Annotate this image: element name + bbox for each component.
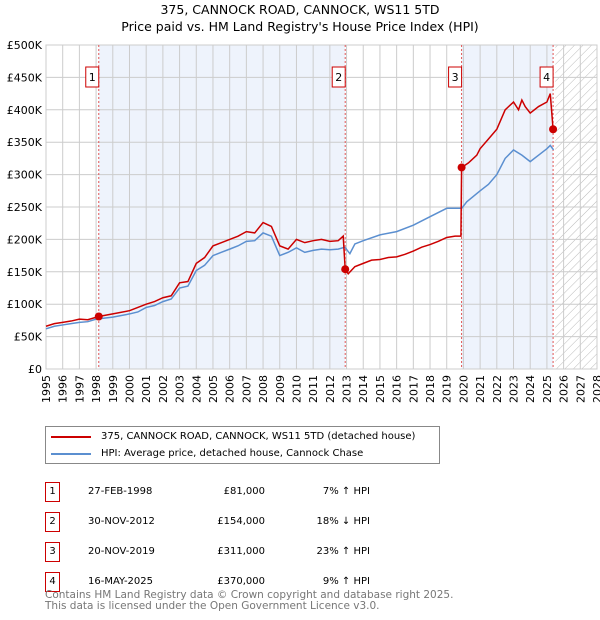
x-tick-label: 1999 [107, 375, 120, 403]
x-tick-label: 2006 [224, 375, 237, 403]
table-row: 2 30-NOV-2012 £154,000 18% ↓ HPI [45, 512, 445, 532]
x-tick-label: 2001 [140, 375, 153, 403]
x-tick-label: 2027 [574, 375, 587, 403]
sale-date: 16-MAY-2025 [88, 576, 154, 587]
y-tick-label: £200K [7, 233, 43, 246]
hpi-change: 23% ↑ HPI [316, 546, 370, 557]
sale-marker-badge: 4 [45, 572, 60, 592]
table-row: 3 20-NOV-2019 £311,000 23% ↑ HPI [45, 542, 445, 562]
plot-frame [45, 44, 598, 370]
y-tick-label: £350K [7, 136, 43, 149]
sale-point [457, 163, 466, 172]
legend-line-blue [51, 452, 91, 455]
sale-price: £81,000 [223, 486, 265, 497]
sale-marker-box [85, 66, 100, 88]
y-tick-label: £0 [28, 363, 42, 376]
x-tick-label: 2018 [424, 375, 437, 403]
footer-line: This data is licensed under the Open Gov… [45, 600, 380, 612]
x-tick-label: 2000 [123, 375, 136, 403]
sale-marker-label: 1 [89, 71, 96, 84]
x-tick-label: 2025 [541, 375, 554, 403]
price-chart: 1995 1996 1997 1998 1999 2000 2001 2002 2003 2004… [7, 39, 600, 403]
sale-date: 30-NOV-2012 [88, 516, 155, 527]
sale-marker-badge: 2 [45, 512, 60, 532]
legend-line-red [51, 435, 91, 438]
x-tick-label: 1997 [73, 375, 86, 403]
sale-marker-box [331, 66, 346, 88]
sale-marker-box [448, 66, 463, 88]
sale-marker-badge: 3 [45, 542, 60, 562]
sale-marker-badge: 1 [45, 482, 60, 502]
sale-price: £311,000 [217, 546, 265, 557]
x-tick-label: 2016 [391, 375, 404, 403]
x-tick-label: 2021 [474, 375, 487, 403]
series-line [45, 93, 554, 327]
legend-item-property: 375, CANNOCK ROAD, CANNOCK, WS11 5TD (de… [51, 431, 415, 442]
sale-price: £370,000 [217, 576, 265, 587]
x-tick-label: 2013 [341, 375, 354, 403]
legend-label: HPI: Average price, detached house, Cann… [101, 448, 364, 459]
sale-marker-label: 2 [335, 71, 342, 84]
sale-marker-box [539, 66, 554, 88]
hpi-change: 7% ↑ HPI [322, 486, 370, 497]
sale-point [94, 312, 103, 321]
x-tick-label: 1995 [40, 375, 53, 403]
footer: Contains HM Land Registry data © Crown c… [45, 590, 453, 612]
y-tick-label: £450K [7, 71, 43, 84]
legend-item-hpi: HPI: Average price, detached house, Cann… [51, 448, 363, 459]
hpi-change: 18% ↓ HPI [316, 516, 370, 527]
legend: 375, CANNOCK ROAD, CANNOCK, WS11 5TD (de… [45, 426, 440, 464]
series-line [45, 144, 555, 330]
x-tick-label: 2004 [190, 375, 203, 403]
y-tick-label: £150K [7, 266, 43, 279]
sale-date: 27-FEB-1998 [88, 486, 153, 497]
x-tick-label: 2003 [174, 375, 187, 403]
y-tick-label: £100K [7, 298, 43, 311]
y-tick-label: £250K [7, 201, 43, 214]
y-tick-label: £300K [7, 169, 43, 182]
x-tick-label: 2014 [357, 375, 370, 403]
x-tick-label: 2017 [407, 375, 420, 403]
x-tick-label: 2007 [240, 375, 253, 403]
x-tick-label: 1998 [90, 375, 103, 403]
y-tick-label: £400K [7, 104, 43, 117]
x-tick-label: 2028 [591, 375, 600, 403]
x-tick-label: 1996 [57, 375, 70, 403]
x-tick-label: 2008 [257, 375, 270, 403]
sale-point [341, 265, 350, 274]
y-tick-label: £500K [7, 39, 43, 52]
footer-line: Contains HM Land Registry data © Crown c… [45, 589, 454, 601]
sale-point [549, 125, 558, 134]
x-tick-label: 2002 [157, 375, 170, 403]
x-tick-label: 2026 [558, 375, 571, 403]
table-row: 4 16-MAY-2025 £370,000 9% ↑ HPI [45, 572, 445, 592]
x-tick-label: 2009 [274, 375, 287, 403]
chart-title: 375, CANNOCK ROAD, CANNOCK, WS11 5TD [160, 2, 440, 17]
x-tick-label: 2005 [207, 375, 220, 403]
x-tick-label: 2011 [307, 375, 320, 403]
x-tick-label: 2023 [508, 375, 521, 403]
x-tick-label: 2019 [441, 375, 454, 403]
x-tick-label: 2012 [324, 375, 337, 403]
hpi-change: 9% ↑ HPI [322, 576, 370, 587]
sale-price: £154,000 [217, 516, 265, 527]
chart-subtitle: Price paid vs. HM Land Registry's House … [121, 19, 479, 34]
x-tick-label: 2024 [524, 375, 537, 403]
sale-date: 20-NOV-2019 [88, 546, 155, 557]
y-tick-label: £50K [14, 331, 43, 344]
table-row: 1 27-FEB-1998 £81,000 7% ↑ HPI [45, 482, 445, 502]
sale-marker-label: 4 [543, 71, 550, 84]
legend-label: 375, CANNOCK ROAD, CANNOCK, WS11 5TD (de… [101, 431, 416, 442]
x-tick-label: 2015 [374, 375, 387, 403]
sale-marker-label: 3 [452, 71, 459, 84]
x-tick-label: 2010 [290, 375, 303, 403]
x-tick-label: 2020 [457, 375, 470, 403]
x-tick-label: 2022 [491, 375, 504, 403]
